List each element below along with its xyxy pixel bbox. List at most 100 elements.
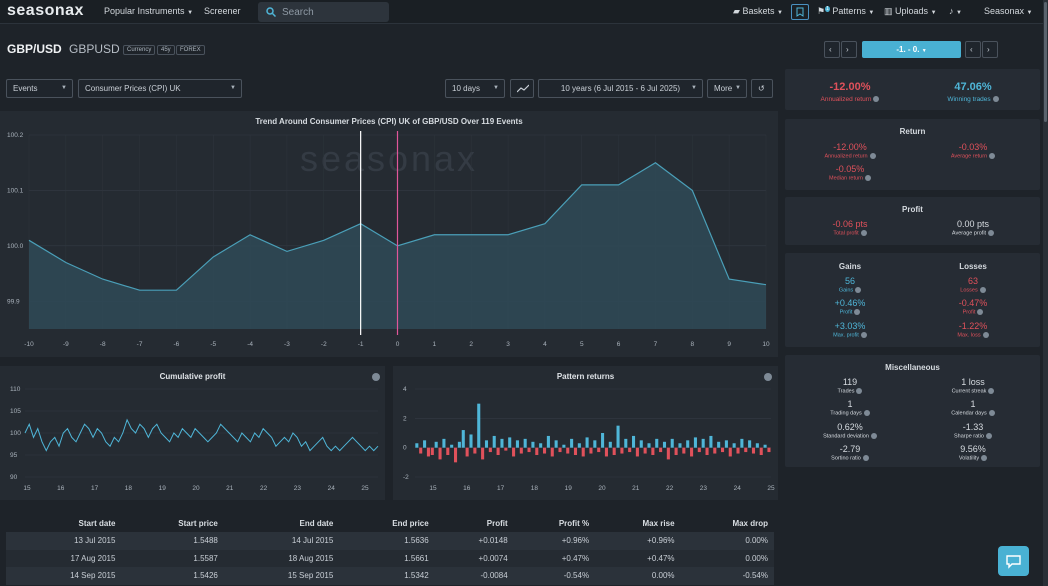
cell: 17 Aug 2015 [70,553,116,563]
cell: 1.5342 [404,571,429,581]
y-tick-label: 110 [10,386,21,393]
col-end-price[interactable]: End price [392,519,429,528]
logo[interactable]: seasonax [7,2,84,19]
annualized-return-value: -12.00% [829,81,871,93]
help-icon[interactable] [863,410,870,416]
pattern-bar [512,447,516,457]
misc-streak: 1 loss [961,377,985,387]
col-max-drop[interactable]: Max drop [732,519,768,528]
range-selector-button[interactable]: -1. - 0. ▼ [862,41,961,58]
pattern-bar [678,443,682,448]
help-icon[interactable] [855,287,862,293]
help-icon[interactable] [372,373,380,381]
help-icon[interactable] [981,455,988,461]
help-icon[interactable] [985,433,992,439]
pattern-bar [674,447,678,455]
nav-uploads[interactable]: ▥ Uploads ▼ [884,6,937,17]
help-icon[interactable] [982,332,989,338]
x-tick-label: 19 [159,485,167,492]
help-icon[interactable] [873,96,880,103]
pattern-bar [651,447,655,455]
main-chart-panel: Trend Around Consumer Prices (CPI) UK of… [0,111,778,357]
x-tick-label: 4 [543,341,547,348]
help-icon[interactable] [862,455,869,461]
nav-screener[interactable]: Screener [204,6,241,16]
prev-button[interactable]: ‹ [824,41,840,58]
label-text: Trades [837,388,855,395]
range-select[interactable]: 10 years (6 Jul 2015 - 6 Jul 2025) ▼ [538,79,703,98]
help-icon[interactable] [854,309,861,315]
col-profit[interactable]: Profit [486,519,508,528]
x-tick-label: 17 [91,485,99,492]
help-icon[interactable] [992,96,999,103]
x-tick-label: -8 [100,341,106,348]
bookmark-button[interactable] [791,4,809,20]
help-icon[interactable] [870,433,877,439]
label-text: Max. profit [833,332,859,339]
notifications-button[interactable]: ♪ ▼ [949,6,962,16]
next-button[interactable]: › [841,41,857,58]
scrollbar[interactable] [1043,0,1048,586]
prev-period-button[interactable]: ‹ [965,41,981,58]
help-icon[interactable] [864,175,871,181]
col-end-date[interactable]: End date [299,519,334,528]
pattern-bar [597,447,601,453]
nav-patterns[interactable]: ⚑1 Patterns ▼ [817,6,874,17]
help-icon[interactable] [856,388,863,394]
cell: +0.96% [561,536,590,546]
x-tick-label: 25 [767,485,775,492]
next-period-button[interactable]: › [982,41,998,58]
pattern-bar [527,447,531,453]
pattern-bar [426,447,430,457]
col-max-rise[interactable]: Max rise [642,519,675,528]
help-icon[interactable] [989,153,996,159]
x-tick-label: 23 [294,485,302,492]
pattern-bar [697,447,701,453]
x-tick-label: 6 [617,341,621,348]
reset-button[interactable]: ↺ [751,79,773,98]
help-icon[interactable] [988,230,995,236]
chat-button[interactable] [998,546,1029,576]
pattern-bar [616,425,620,448]
cell: +0.0074 [478,553,508,563]
scrollbar-thumb[interactable] [1044,2,1047,122]
col-start-date[interactable]: Start date [78,519,116,528]
help-icon[interactable] [764,373,772,381]
events-select[interactable]: Events ▼ [6,79,73,98]
nav-baskets[interactable]: ▰ Baskets ▼ [733,6,783,17]
help-icon[interactable] [860,332,867,338]
help-icon[interactable] [979,287,986,293]
help-icon[interactable] [869,153,876,159]
pattern-bar [748,440,752,448]
pattern-panel: Pattern returns 4 2 0 -2 15 16 17 18 19 20 21 22 23 2… [393,366,778,500]
table-row[interactable]: 17 Aug 2015 1.5587 18 Aug 2015 1.5661 +0.007… [6,549,774,567]
more-button[interactable]: More ▼ [707,79,747,98]
pattern-bar [581,447,585,457]
event-name-select[interactable]: Consumer Prices (CPI) UK ▼ [78,79,242,98]
pattern-title: Pattern returns [556,372,615,381]
events-select-label: Events [13,84,38,93]
label-text: Max. loss [957,332,981,339]
help-icon[interactable] [988,410,995,416]
search-box[interactable]: Search [258,2,389,22]
chart-type-button[interactable] [510,79,534,98]
misc-trades: 119 [842,377,858,387]
help-icon[interactable] [860,230,867,236]
col-start-price[interactable]: Start price [178,519,218,528]
help-icon[interactable] [988,388,995,394]
nav-popular-instruments[interactable]: Popular Instruments ▼ [104,6,193,16]
pattern-bar [531,441,535,448]
cell: -0.54% [742,571,768,581]
user-menu[interactable]: Seasonax ▼ [984,6,1033,16]
tag-currency: Currency [123,45,156,55]
days-select[interactable]: 10 days ▼ [445,79,505,98]
pattern-bar [759,447,763,455]
label-text: Median return [829,175,863,182]
table-row[interactable]: 13 Jul 2015 1.5488 14 Jul 2015 1.5636 +0.014… [6,532,774,550]
col-profit-pct[interactable]: Profit % [558,519,590,528]
pattern-bar [453,447,458,463]
pattern-bar [732,443,736,448]
help-icon[interactable] [977,309,984,315]
pattern-bar [740,438,744,448]
table-row[interactable]: 14 Sep 2015 1.5426 15 Sep 2015 1.5342 -0.008… [6,567,774,585]
